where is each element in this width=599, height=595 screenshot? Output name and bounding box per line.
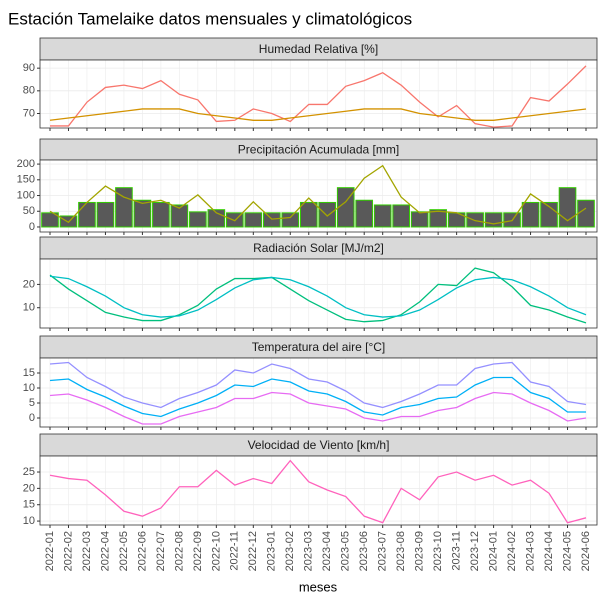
strip-title: Radiación Solar [MJ/m2]: [253, 241, 384, 255]
x-tick-label: 2023-06: [358, 531, 370, 571]
bar: [429, 209, 447, 228]
y-tick-label: 80: [23, 85, 35, 97]
line: [49, 108, 587, 121]
y-tick-label: 10: [23, 382, 35, 394]
bar: [410, 211, 429, 228]
panel: [40, 60, 597, 128]
x-tick-label: 2022-11: [229, 531, 241, 571]
strip-title: Humedad Relativa [%]: [259, 42, 378, 56]
bar: [152, 201, 170, 228]
x-tick-label: 2023-09: [414, 531, 426, 571]
panel-border: [39, 258, 598, 329]
y-tick-label: 70: [23, 107, 35, 119]
y-tick-label: 5: [29, 397, 35, 409]
y-tick-label: 10: [23, 515, 35, 527]
x-tick-label: 2022-03: [81, 531, 93, 571]
panel: [40, 456, 597, 525]
x-tick-label: 2024-03: [524, 531, 536, 571]
panel-border: [39, 59, 598, 129]
bar: [577, 199, 595, 228]
bar: [484, 212, 503, 228]
y-tick-label: 50: [23, 205, 35, 217]
x-tick-label: 2022-04: [99, 531, 111, 571]
bar: [115, 187, 133, 228]
line: [49, 267, 587, 324]
panel-border: [39, 159, 598, 233]
y-tick-label: 20: [23, 482, 35, 494]
x-tick-label: 2023-05: [340, 531, 352, 571]
line: [49, 376, 586, 418]
y-tick-label: 15: [23, 499, 35, 511]
bar: [373, 204, 392, 228]
y-tick-label: 200: [17, 158, 35, 170]
x-tick-label: 2022-09: [192, 531, 204, 571]
x-tick-label: 2023-08: [395, 531, 407, 571]
x-tick-label: 2022-05: [118, 531, 130, 571]
x-tick-label: 2022-07: [155, 531, 167, 571]
x-tick-label: 2022-02: [62, 531, 74, 571]
x-tick-label: 2024-06: [580, 531, 592, 571]
x-tick-label: 2024-04: [543, 531, 555, 571]
line: [49, 275, 587, 318]
x-tick-label: 2023-07: [377, 531, 389, 571]
panel-border: [39, 455, 598, 526]
line: [50, 65, 587, 128]
x-tick-label: 2024-01: [487, 531, 499, 571]
strip-title: Precipitación Acumulada [mm]: [238, 143, 399, 157]
line: [49, 391, 587, 425]
y-tick-label: 0: [29, 221, 35, 233]
x-tick-label: 2022-12: [247, 531, 259, 571]
x-tick-label: 2023-11: [451, 531, 463, 571]
strip-title: Temperatura del aire [°C]: [252, 340, 386, 354]
bar: [96, 201, 115, 228]
bar: [78, 201, 96, 228]
y-tick-label: 100: [17, 189, 35, 201]
x-tick-label: 2022-06: [136, 531, 148, 571]
x-tick-label: 2023-04: [321, 531, 333, 571]
bar: [41, 212, 59, 228]
bar: [133, 199, 152, 228]
bar: [299, 201, 318, 228]
y-tick-label: 15: [23, 367, 35, 379]
bar: [540, 201, 558, 228]
bar: [262, 212, 281, 228]
x-tick-label: 2024-05: [561, 531, 573, 571]
x-tick-label: 2024-02: [506, 531, 518, 571]
bar: [466, 212, 484, 228]
y-tick-label: 20: [23, 278, 35, 290]
x-tick-label: 2023-10: [432, 531, 444, 571]
y-tick-label: 150: [17, 174, 35, 186]
y-tick-label: 0: [29, 412, 35, 424]
x-tick-label: 2023-03: [303, 531, 315, 571]
bar: [170, 204, 189, 228]
x-tick-label: 2022-01: [44, 531, 56, 571]
bar: [392, 204, 410, 228]
bar: [189, 211, 207, 228]
bar: [318, 201, 337, 228]
bar: [244, 212, 263, 228]
panel: [40, 259, 597, 328]
line: [49, 164, 587, 225]
strip-title: Velocidad de Viento [km/h]: [248, 438, 390, 452]
bar: [521, 201, 540, 228]
x-tick-label: 2022-10: [210, 531, 222, 571]
bar: [355, 199, 374, 228]
x-tick-label: 2023-02: [284, 531, 296, 571]
chart-title: Estación Tamelaike datos mensuales y cli…: [8, 9, 412, 28]
panel-border: [39, 357, 598, 428]
line: [49, 361, 587, 409]
x-tick-label: 2023-12: [469, 531, 481, 571]
y-tick-label: 25: [23, 466, 35, 478]
x-tick-label: 2023-01: [266, 531, 278, 571]
y-tick-label: 10: [23, 302, 35, 314]
y-tick-label: 90: [23, 62, 35, 74]
x-tick-label: 2022-08: [173, 531, 185, 571]
bar: [281, 212, 300, 228]
line: [49, 459, 587, 524]
x-axis-title: meses: [299, 579, 338, 594]
